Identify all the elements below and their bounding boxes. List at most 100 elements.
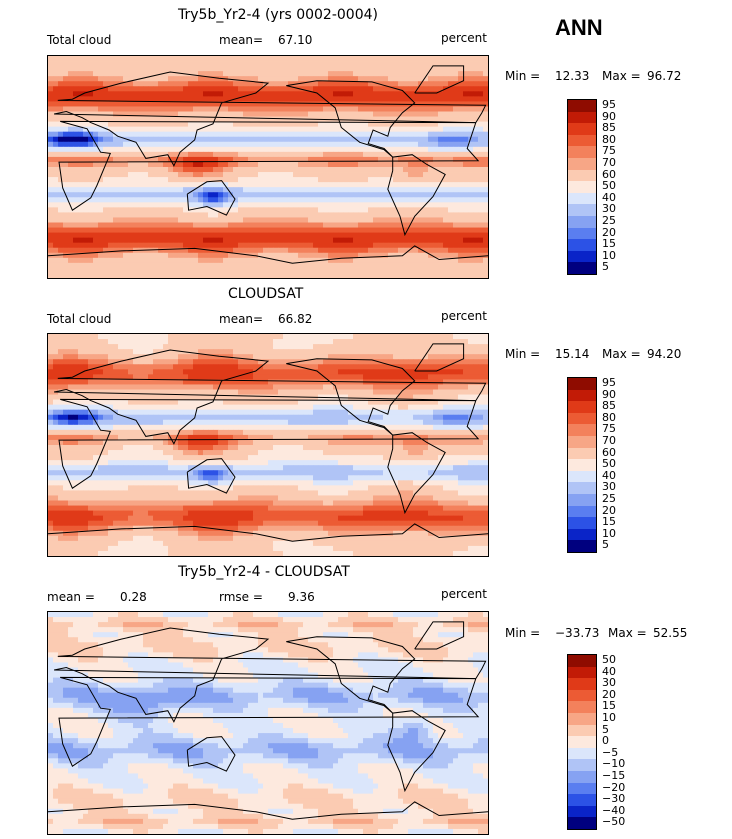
map-cell bbox=[128, 141, 134, 148]
map-cell bbox=[138, 61, 144, 67]
map-cell bbox=[478, 91, 484, 97]
map-cell bbox=[248, 81, 254, 87]
map-cell bbox=[143, 101, 149, 107]
map-cell bbox=[258, 217, 264, 223]
map-cell bbox=[463, 267, 469, 274]
map-cell bbox=[318, 146, 324, 153]
map-cell bbox=[283, 364, 289, 370]
map-cell bbox=[173, 182, 179, 188]
map-cell bbox=[138, 182, 144, 188]
map-cell bbox=[453, 379, 459, 385]
map-cell bbox=[78, 252, 84, 259]
map-cell bbox=[438, 222, 444, 228]
map-cell bbox=[203, 212, 209, 218]
map-cell bbox=[213, 121, 219, 128]
map-cell bbox=[233, 116, 239, 122]
map-cell bbox=[263, 359, 269, 365]
map-cell bbox=[83, 344, 89, 350]
map-cell bbox=[453, 252, 459, 259]
map-cell bbox=[168, 374, 174, 380]
map-cell bbox=[238, 177, 244, 183]
map-cell bbox=[73, 161, 79, 168]
map-cell bbox=[288, 222, 294, 228]
map-cell bbox=[403, 227, 409, 233]
map-cell bbox=[303, 247, 309, 254]
map-cell bbox=[243, 267, 249, 274]
map-cell bbox=[268, 71, 274, 77]
map-cell bbox=[128, 379, 134, 385]
map-cell bbox=[93, 207, 99, 213]
map-cell bbox=[338, 237, 344, 244]
map-cell bbox=[183, 267, 189, 274]
map-cell bbox=[113, 217, 119, 223]
map-cell bbox=[468, 76, 474, 82]
map-cell bbox=[218, 227, 224, 233]
map-cell bbox=[253, 61, 259, 67]
map-cell bbox=[153, 384, 159, 390]
map-cell bbox=[323, 56, 329, 62]
map-cell bbox=[323, 111, 329, 117]
map-cell bbox=[58, 187, 64, 193]
map-cell bbox=[63, 76, 69, 82]
map-cell bbox=[273, 359, 279, 365]
map-cell bbox=[53, 126, 59, 133]
map-cell bbox=[253, 384, 259, 390]
map-cell bbox=[238, 81, 244, 87]
map-cell bbox=[323, 267, 329, 274]
map-cell bbox=[373, 131, 379, 138]
map-cell bbox=[388, 257, 394, 264]
map-cell bbox=[218, 389, 224, 395]
map-cell bbox=[63, 66, 69, 72]
map-cell bbox=[113, 202, 119, 208]
map-cell bbox=[58, 156, 64, 163]
map-cell bbox=[218, 76, 224, 82]
map-cell bbox=[178, 121, 184, 128]
map-cell bbox=[318, 242, 324, 249]
map-cell bbox=[483, 369, 488, 375]
map-cell bbox=[388, 56, 394, 62]
map-cell bbox=[243, 121, 249, 128]
map-cell bbox=[203, 217, 209, 223]
map-cell bbox=[118, 257, 124, 264]
map-cell bbox=[138, 389, 144, 395]
map-cell bbox=[278, 106, 284, 112]
map-cell bbox=[368, 177, 374, 183]
map-cell bbox=[318, 131, 324, 138]
map-cell bbox=[293, 257, 299, 264]
map-cell bbox=[273, 202, 279, 208]
map-cell bbox=[293, 197, 299, 203]
map-cell bbox=[373, 91, 379, 97]
map-cell bbox=[473, 81, 479, 87]
map-cell bbox=[118, 389, 124, 395]
map-cell bbox=[253, 369, 259, 375]
map-cell bbox=[218, 272, 224, 278]
map-cell bbox=[368, 56, 374, 62]
map-cell bbox=[313, 359, 319, 365]
map-cell bbox=[263, 96, 269, 102]
map-cell bbox=[258, 187, 264, 193]
map-cell bbox=[293, 71, 299, 77]
map-cell bbox=[173, 379, 179, 385]
map-cell bbox=[478, 202, 484, 208]
map-cell bbox=[248, 187, 254, 193]
map-cell bbox=[463, 121, 469, 128]
map-cell bbox=[133, 222, 139, 228]
map-cell bbox=[113, 364, 119, 370]
map-cell bbox=[163, 257, 169, 264]
map-cell bbox=[113, 197, 119, 203]
map-cell bbox=[68, 359, 74, 365]
map-cell bbox=[258, 257, 264, 264]
map-cell bbox=[163, 207, 169, 213]
map-cell bbox=[373, 349, 379, 355]
map-cell bbox=[108, 232, 114, 239]
map-cell bbox=[248, 146, 254, 153]
map-cell bbox=[193, 187, 199, 193]
map-cell bbox=[418, 197, 424, 203]
map-cell bbox=[63, 172, 69, 178]
map-cell bbox=[438, 177, 444, 183]
map-cell bbox=[338, 96, 344, 102]
map-cell bbox=[363, 247, 369, 254]
map-cell bbox=[338, 106, 344, 112]
map-cell bbox=[133, 237, 139, 244]
map-cell bbox=[153, 192, 159, 198]
